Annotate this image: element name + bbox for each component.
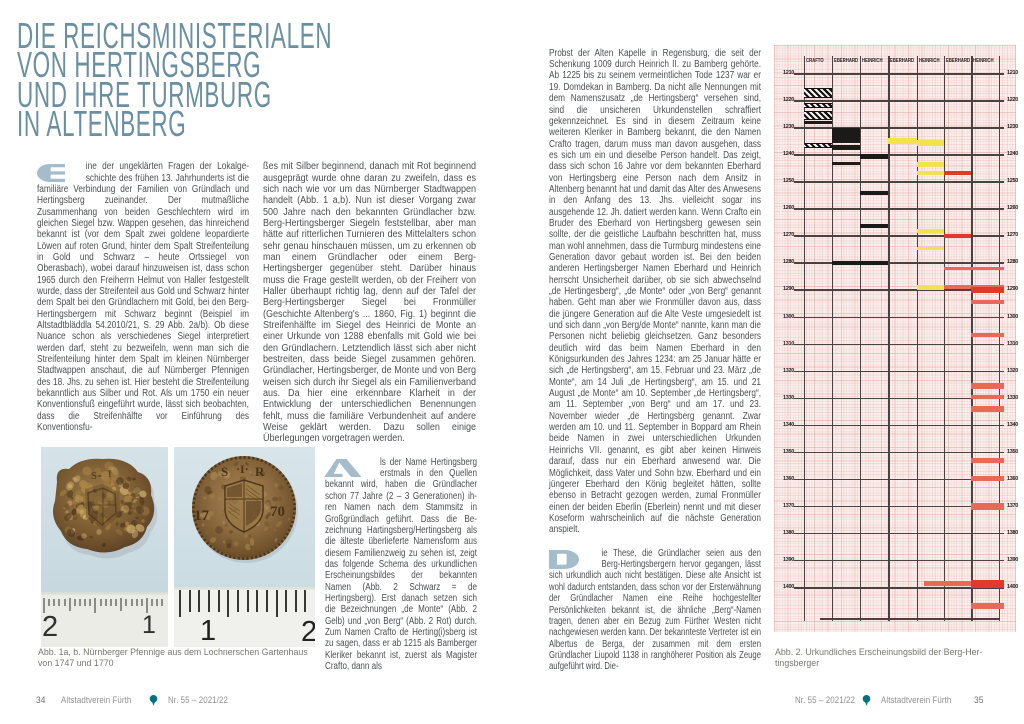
svg-text:I: I [108, 468, 112, 480]
svg-text:17: 17 [194, 508, 210, 524]
svg-text:2: 2 [42, 611, 58, 643]
svg-text:2: 2 [301, 616, 315, 647]
svg-text:S: S [91, 470, 97, 482]
svg-text:70: 70 [270, 504, 285, 520]
svg-text:1: 1 [200, 615, 216, 647]
svg-text:·I·: ·I· [236, 462, 249, 476]
svg-text:1: 1 [142, 611, 156, 639]
svg-text:S: S [221, 464, 228, 479]
svg-text:R: R [255, 464, 265, 479]
